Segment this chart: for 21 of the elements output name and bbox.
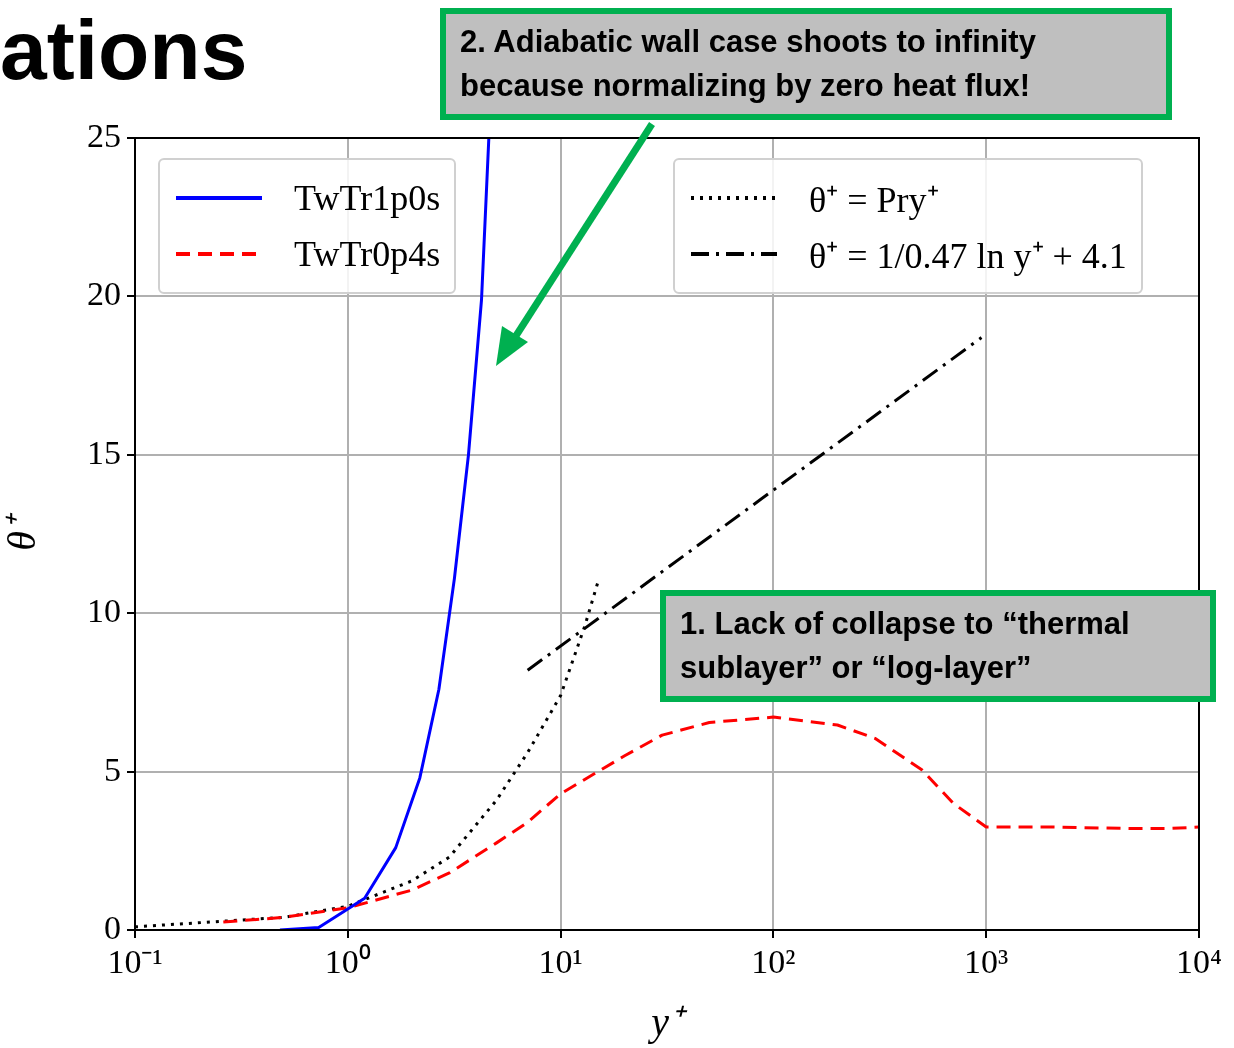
callout-box: 2. Adiabatic wall case shoots to infinity because normalizing by zero heat flux! <box>440 8 1172 120</box>
x-tick-label: 10⁰ <box>324 943 371 981</box>
x-tick-label: 10³ <box>964 943 1009 981</box>
x-axis-title: y⁺ <box>647 998 688 1044</box>
y-tick-label: 20 <box>87 275 121 313</box>
y-tick-label: 15 <box>87 433 121 471</box>
legend-label: θ⁺ = Pry⁺ <box>809 178 939 222</box>
legend-label: TwTr1p0s <box>294 177 441 219</box>
y-tick-label: 0 <box>104 908 121 946</box>
callout-box: 1. Lack of collapse to “thermal sublayer” or “log-layer” <box>660 590 1216 702</box>
x-tick-label: 10¹ <box>538 943 583 981</box>
legend-label: TwTr0p4s <box>294 233 441 275</box>
y-axis-title: θ⁺ <box>0 512 44 551</box>
y-tick-label: 10 <box>87 592 121 630</box>
x-tick-label: 10⁴ <box>1176 943 1222 981</box>
y-tick-label: 5 <box>104 750 121 788</box>
legend-label: θ⁺ = 1/0.47 ln y⁺ + 4.1 <box>809 234 1127 278</box>
x-tick-label: 10² <box>751 943 796 981</box>
y-tick-label: 25 <box>87 116 121 154</box>
chart-title: ations <box>0 2 248 99</box>
x-tick-label: 10⁻¹ <box>107 943 163 981</box>
